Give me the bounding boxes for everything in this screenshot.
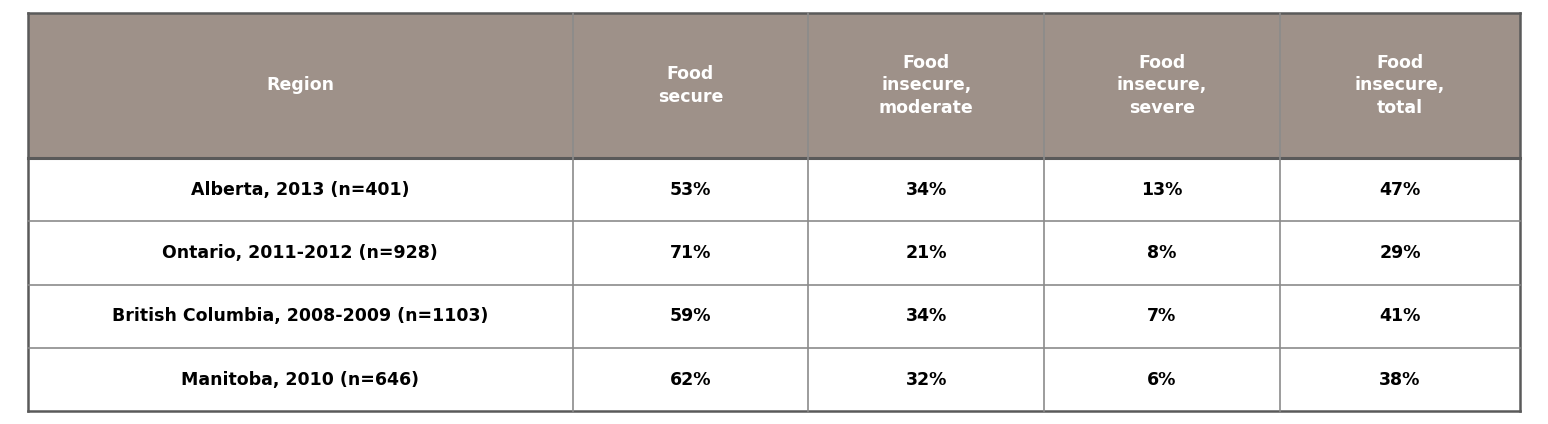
Text: British Columbia, 2008-2009 (n=1103): British Columbia, 2008-2009 (n=1103) bbox=[111, 307, 488, 325]
Bar bbox=[28, 348, 1520, 411]
Text: 59%: 59% bbox=[670, 307, 711, 325]
Text: 71%: 71% bbox=[670, 244, 711, 262]
Text: 38%: 38% bbox=[1379, 371, 1421, 389]
Text: 8%: 8% bbox=[1147, 244, 1176, 262]
Text: Food
insecure,
total: Food insecure, total bbox=[1354, 53, 1446, 117]
Text: Alberta, 2013 (n=401): Alberta, 2013 (n=401) bbox=[190, 181, 410, 199]
Text: 34%: 34% bbox=[906, 307, 947, 325]
Text: 53%: 53% bbox=[670, 181, 711, 199]
Text: Region: Region bbox=[266, 76, 334, 95]
Text: 41%: 41% bbox=[1379, 307, 1421, 325]
Text: Food
secure: Food secure bbox=[658, 65, 723, 106]
Bar bbox=[28, 13, 1520, 158]
Text: Food
insecure,
moderate: Food insecure, moderate bbox=[879, 53, 974, 117]
Bar bbox=[28, 158, 1520, 221]
Text: 62%: 62% bbox=[670, 371, 711, 389]
Bar bbox=[28, 285, 1520, 348]
Text: Ontario, 2011-2012 (n=928): Ontario, 2011-2012 (n=928) bbox=[163, 244, 438, 262]
Text: 6%: 6% bbox=[1147, 371, 1176, 389]
Text: 7%: 7% bbox=[1147, 307, 1176, 325]
Bar bbox=[28, 221, 1520, 285]
Text: 21%: 21% bbox=[906, 244, 947, 262]
Text: 29%: 29% bbox=[1379, 244, 1421, 262]
Text: Manitoba, 2010 (n=646): Manitoba, 2010 (n=646) bbox=[181, 371, 420, 389]
Text: 34%: 34% bbox=[906, 181, 947, 199]
Text: Food
insecure,
severe: Food insecure, severe bbox=[1116, 53, 1207, 117]
Text: 13%: 13% bbox=[1141, 181, 1183, 199]
Text: 32%: 32% bbox=[906, 371, 947, 389]
Text: 47%: 47% bbox=[1379, 181, 1421, 199]
